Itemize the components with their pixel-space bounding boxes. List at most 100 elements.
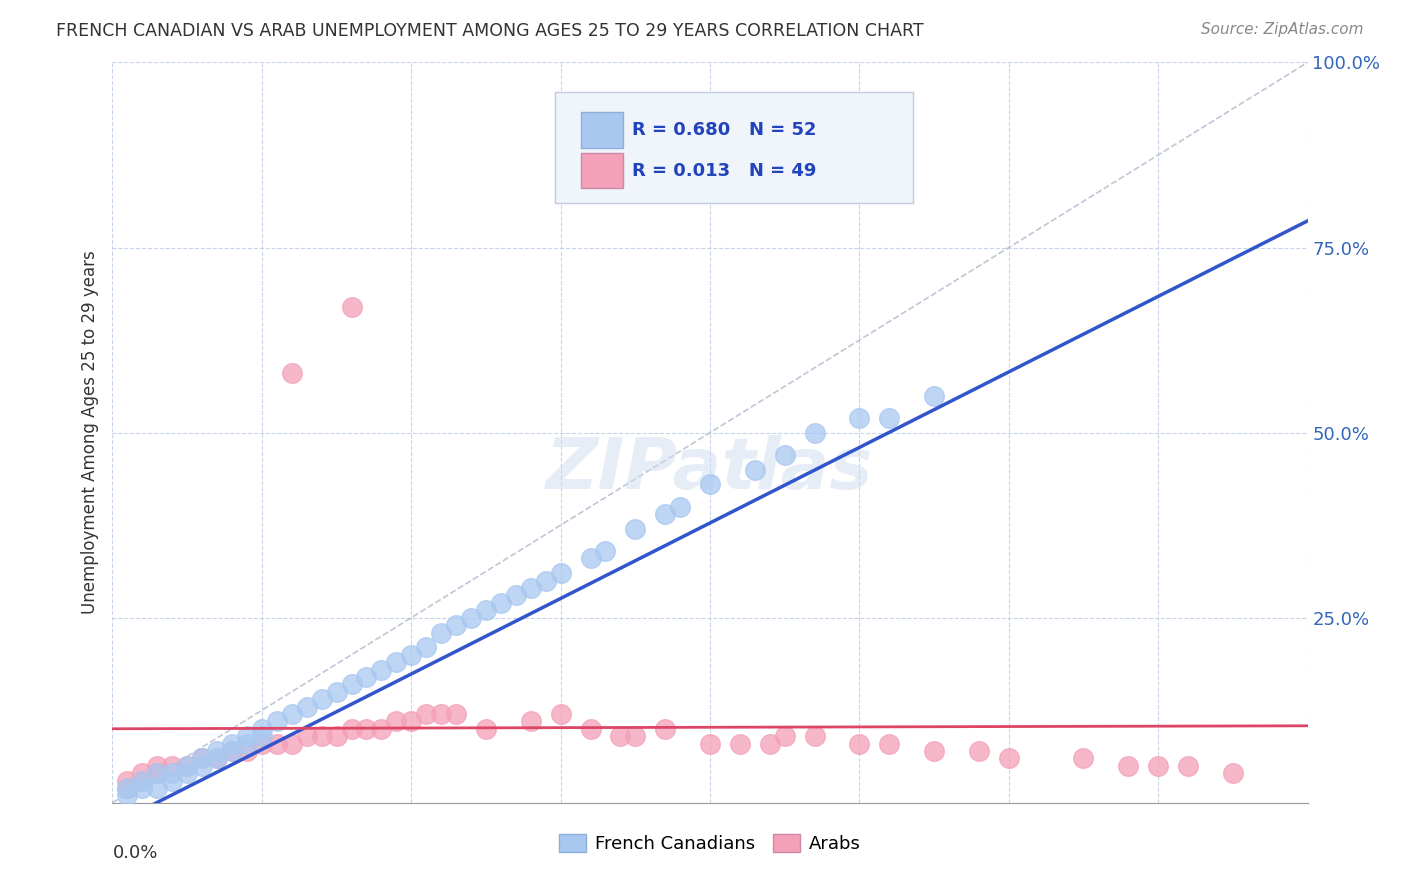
- Point: [281, 737, 304, 751]
- Point: [654, 507, 676, 521]
- Point: [191, 751, 214, 765]
- Point: [131, 780, 153, 795]
- Point: [415, 640, 437, 655]
- Point: [444, 706, 467, 721]
- Point: [803, 729, 825, 743]
- Point: [162, 773, 183, 788]
- Point: [117, 780, 139, 795]
- Point: [534, 574, 557, 588]
- Point: [146, 780, 169, 795]
- Point: [176, 758, 198, 772]
- Point: [385, 714, 408, 729]
- Point: [281, 367, 304, 381]
- Point: [131, 766, 153, 780]
- Point: [744, 462, 766, 476]
- Point: [146, 758, 169, 772]
- Point: [803, 425, 825, 440]
- Point: [967, 744, 990, 758]
- Point: [176, 758, 198, 772]
- Point: [654, 722, 676, 736]
- Point: [430, 706, 453, 721]
- Point: [728, 737, 751, 751]
- Text: 0.0%: 0.0%: [112, 844, 157, 862]
- Point: [430, 625, 453, 640]
- Point: [444, 618, 467, 632]
- Point: [236, 729, 259, 743]
- Point: [325, 729, 347, 743]
- Point: [266, 714, 288, 729]
- Point: [340, 677, 363, 691]
- Point: [848, 737, 870, 751]
- Point: [1177, 758, 1199, 772]
- Point: [205, 744, 228, 758]
- Legend: French Canadians, Arabs: French Canadians, Arabs: [551, 827, 869, 861]
- Point: [340, 722, 363, 736]
- Text: ZIPatlas: ZIPatlas: [547, 435, 873, 504]
- Point: [624, 522, 647, 536]
- Point: [520, 714, 543, 729]
- Point: [162, 766, 183, 780]
- Point: [146, 766, 169, 780]
- Point: [489, 596, 512, 610]
- Point: [699, 737, 721, 751]
- Point: [1073, 751, 1095, 765]
- Point: [1147, 758, 1170, 772]
- Point: [117, 780, 139, 795]
- Point: [295, 729, 318, 743]
- Point: [550, 566, 572, 581]
- Point: [520, 581, 543, 595]
- Point: [117, 773, 139, 788]
- Point: [221, 744, 243, 758]
- Point: [131, 773, 153, 788]
- Text: Source: ZipAtlas.com: Source: ZipAtlas.com: [1201, 22, 1364, 37]
- Point: [221, 737, 243, 751]
- Text: R = 0.680   N = 52: R = 0.680 N = 52: [633, 120, 817, 139]
- Point: [131, 773, 153, 788]
- Point: [311, 692, 333, 706]
- Point: [250, 729, 273, 743]
- Point: [759, 737, 782, 751]
- Point: [415, 706, 437, 721]
- Point: [205, 751, 228, 765]
- Point: [595, 544, 617, 558]
- Point: [879, 410, 901, 425]
- Point: [370, 722, 392, 736]
- Point: [340, 300, 363, 314]
- Point: [922, 744, 945, 758]
- Point: [311, 729, 333, 743]
- Point: [281, 706, 304, 721]
- Point: [879, 737, 901, 751]
- Point: [295, 699, 318, 714]
- Point: [998, 751, 1021, 765]
- Point: [191, 758, 214, 772]
- Point: [401, 714, 423, 729]
- Point: [460, 610, 482, 624]
- Point: [176, 766, 198, 780]
- Point: [848, 410, 870, 425]
- Point: [250, 722, 273, 736]
- Y-axis label: Unemployment Among Ages 25 to 29 years: Unemployment Among Ages 25 to 29 years: [80, 251, 98, 615]
- Point: [699, 477, 721, 491]
- Bar: [581, 112, 623, 147]
- Point: [356, 670, 378, 684]
- Point: [401, 648, 423, 662]
- Point: [146, 766, 169, 780]
- Point: [1118, 758, 1140, 772]
- Point: [550, 706, 572, 721]
- Point: [117, 789, 139, 803]
- Point: [162, 758, 183, 772]
- FancyBboxPatch shape: [554, 92, 914, 203]
- Point: [236, 737, 259, 751]
- Point: [922, 388, 945, 402]
- Point: [773, 448, 796, 462]
- Point: [579, 551, 602, 566]
- Point: [579, 722, 602, 736]
- Point: [370, 663, 392, 677]
- Point: [385, 655, 408, 669]
- Text: FRENCH CANADIAN VS ARAB UNEMPLOYMENT AMONG AGES 25 TO 29 YEARS CORRELATION CHART: FRENCH CANADIAN VS ARAB UNEMPLOYMENT AMO…: [56, 22, 924, 40]
- Point: [266, 737, 288, 751]
- Point: [624, 729, 647, 743]
- Point: [669, 500, 692, 514]
- Point: [191, 751, 214, 765]
- Point: [609, 729, 631, 743]
